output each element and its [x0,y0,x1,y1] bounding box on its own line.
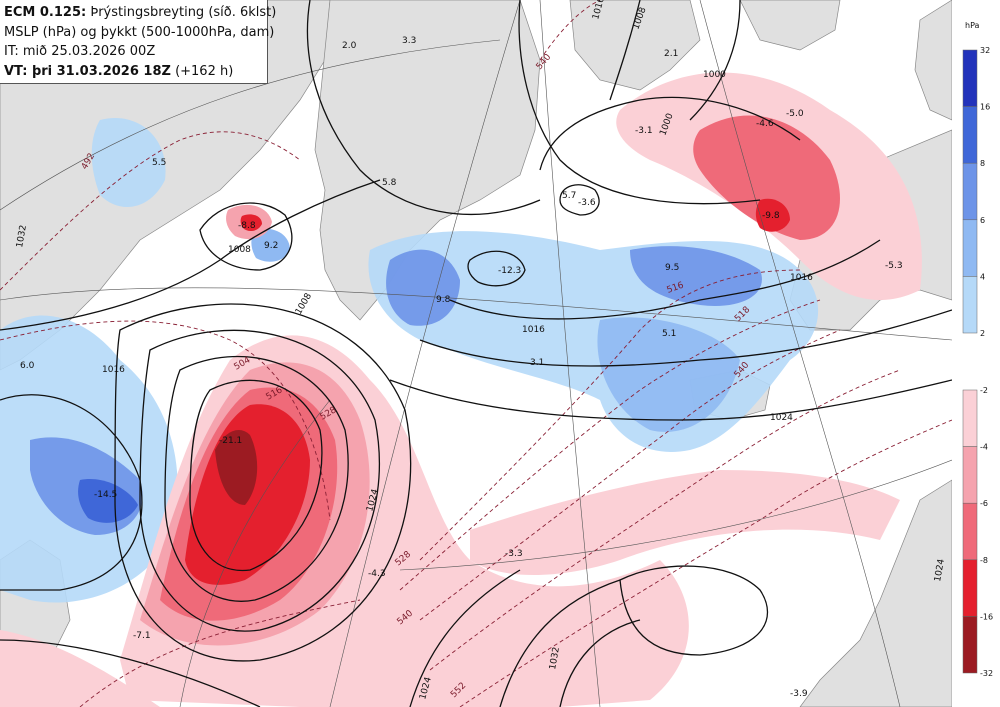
iso-label: 1032 [548,646,562,670]
title-text: Þrýstingsbreyting (síð. 6klst) [86,5,277,20]
legend-positive-swatch [962,49,978,107]
val-label: 9.5 [665,263,679,273]
iso-label: 1024 [770,413,793,423]
val-label: 2.0 [342,41,357,51]
val-label: 5.1 [662,329,676,339]
forecast-hour: (+162 h) [170,63,234,79]
val-label: -4.3 [368,569,386,579]
legend-negative-tick-label: -8 [980,556,988,565]
legend-negative-tick-label: -6 [980,499,988,508]
legend-positive-tick-label: 2 [980,329,985,338]
legend-positive-tick-label: 8 [980,159,985,168]
legend-positive-tick-label: 6 [980,216,985,225]
iso-label: 1016 [522,325,545,335]
val-label: 5.7 [562,191,576,201]
rise-field-west-peak [78,479,138,523]
legend-positive-swatch [962,276,978,334]
iso-label: 1000 [703,70,726,80]
val-label: 2.1 [664,49,678,59]
init-time: IT: mið 25.03.2026 00Z [4,44,156,59]
land-novaya-zemlya [914,0,952,121]
legend-negative-swatch [962,389,978,447]
fall-field-east-band [470,470,900,575]
iso-label: 1008 [294,291,314,316]
val-label: -9.8 [762,211,780,221]
legend-positive-swatch [962,106,978,164]
fall-field-south-band [0,630,160,707]
land-svalbard [569,0,701,91]
fall-field-barents-core [693,115,840,240]
legend-negative-scale: -2 -4 -6 -8 -16 -32 [962,386,993,678]
fall-field-main-peak [215,430,258,505]
legend-negative-swatch [962,446,978,504]
legend-positive-tick-label: 32 [980,46,990,55]
val-label: 6.0 [20,361,35,371]
rise-field-greenland-north [91,118,166,207]
pressure-change-labels: 2.0 3.3 2.1 5.5 5.8 -3.1 -5.0 -4.6 5.7 -… [20,36,903,699]
legend-negative-tick-label: -16 [980,612,993,621]
legend-positive-swatch [962,162,978,221]
land-franz-josef [739,0,841,51]
val-label: -21.1 [219,436,242,446]
thickness-contours [0,0,952,707]
val-label: -4.6 [756,119,774,129]
val-label: 9.2 [264,241,278,251]
val-label: -3.6 [578,198,596,208]
iso-label: 1008 [228,245,251,255]
valid-time-line: VT: þri 31.03.2026 18Z (+162 h) [4,62,263,82]
title-line: ECM 0.125: Þrýstingsbreyting (síð. 6klst… [4,3,276,23]
legend-unit: hPa [965,21,980,30]
color-legend: hPa 32 16 8 6 4 2 -2 -4 -6 -8 -16 -32 [952,0,1000,707]
legend-negative-tick-label: -4 [980,443,988,452]
iso-label: 1016 [102,365,125,375]
val-label: -12.3 [498,266,521,276]
legend-positive-tick-label: 16 [980,103,990,112]
land-british-isles [799,479,952,707]
iso-label: 1016 [790,273,813,283]
val-label: 9.8 [436,295,451,305]
val-label: -3.9 [790,689,808,699]
rise-field-north-core [386,249,460,326]
val-label: -3.3 [505,549,523,559]
graticule [0,0,952,707]
pressure-fall-fields [0,72,922,707]
legend-positive-scale: 32 16 8 6 4 2 [962,46,990,338]
val-label: -5.0 [786,109,804,119]
val-label: -3.1 [635,126,653,136]
legend-negative-swatch [962,616,978,674]
legend-negative-swatch [962,559,978,617]
rise-field-south-iceland [597,317,740,432]
model-name: ECM 0.125: [4,5,87,20]
val-label: 3.1 [530,358,544,368]
val-label: 5.8 [382,178,397,188]
legend-positive-tick-label: 4 [980,272,985,281]
subtitle-line: MSLP (hPa) og þykkt (500-1000hPa, dam) [4,24,275,40]
iso-label: 1032 [15,224,29,248]
fall-field-scandinavia-core [755,198,790,232]
rise-field-jan-mayen [251,228,290,262]
rise-field-northeast-core [630,246,762,306]
legend-positive-swatch [962,219,978,277]
legend-svg: hPa 32 16 8 6 4 2 -2 -4 -6 -8 -16 -32 [962,21,993,678]
valid-time: VT: þri 31.03.2026 18Z [4,63,171,79]
legend-negative-swatch [962,502,978,561]
val-label: -5.3 [885,261,903,271]
fall-field-greenland-low-core [240,214,262,232]
val-label: 5.5 [152,158,166,168]
isobars [0,0,952,707]
legend-negative-tick-label: -2 [980,386,988,395]
legend-negative-tick-label: -32 [980,669,993,678]
val-label: -8.8 [238,221,256,231]
title-box: ECM 0.125: Þrýstingsbreyting (síð. 6klst… [0,0,276,84]
val-label: -7.1 [133,631,151,641]
val-label: 3.3 [402,36,416,46]
iso-label: 1024 [933,558,947,583]
pressure-rise-fields [0,118,819,603]
val-label: -14.5 [94,490,117,500]
